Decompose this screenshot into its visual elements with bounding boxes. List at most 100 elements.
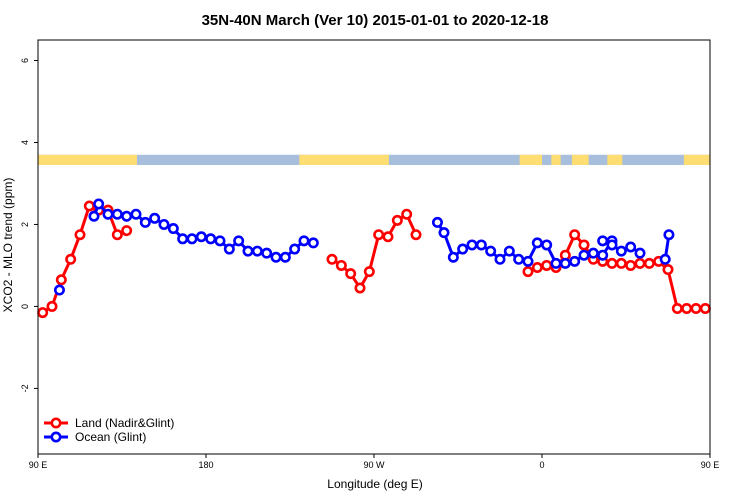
data-point: [681, 302, 693, 314]
data-point: [111, 229, 123, 241]
data-point: [541, 239, 553, 251]
data-point: [102, 208, 114, 220]
data-point: [625, 259, 637, 271]
data-point: [431, 216, 443, 228]
data-point: [345, 268, 357, 280]
data-point: [522, 255, 534, 267]
data-point: [65, 253, 77, 265]
data-point: [53, 284, 65, 296]
legend: Land (Nadir&Glint)Ocean (Glint): [44, 416, 174, 444]
data-point: [307, 237, 319, 249]
y-tick-label: 4: [20, 140, 30, 145]
x-tick-label: 90 W: [363, 460, 385, 470]
y-axis: -2 0 2 4 6: [20, 58, 38, 392]
data-point: [457, 243, 469, 255]
land-band: [683, 154, 710, 166]
data-point: [195, 231, 207, 243]
legend-swatch-marker: [50, 417, 62, 429]
data-point: [475, 239, 487, 251]
data-point: [663, 229, 675, 241]
data-point: [550, 257, 562, 269]
data-point: [205, 233, 217, 245]
y-tick-label: 2: [20, 222, 30, 227]
data-point: [93, 198, 105, 210]
y-tick-label: 6: [20, 58, 30, 63]
data-point: [643, 257, 655, 269]
x-tick-label: 180: [198, 460, 213, 470]
x-axis: 90 E 180 90 W 0 90 E: [29, 454, 720, 470]
data-point: [606, 257, 618, 269]
legend-label: Land (Nadir&Glint): [75, 416, 174, 430]
series-layer: [37, 198, 711, 319]
data-point: [410, 229, 422, 241]
data-point: [167, 223, 179, 235]
data-point: [662, 264, 674, 276]
data-point: [326, 253, 338, 265]
data-point: [391, 214, 403, 226]
data-point: [233, 235, 245, 247]
data-point: [158, 218, 170, 230]
series-line: [331, 212, 418, 290]
data-point: [578, 239, 590, 251]
data-point: [615, 245, 627, 257]
series-line: [41, 204, 128, 314]
data-point: [522, 266, 534, 278]
data-point: [634, 257, 646, 269]
data-point: [466, 239, 478, 251]
data-point: [382, 231, 394, 243]
data-point: [559, 257, 571, 269]
data-point: [74, 229, 86, 241]
y-tick-label: -2: [20, 384, 30, 392]
data-point: [186, 233, 198, 245]
legend-swatch-marker: [50, 431, 62, 443]
data-point: [659, 253, 671, 265]
data-point: [223, 243, 235, 255]
data-point: [251, 245, 263, 257]
series-ocean: [53, 198, 675, 296]
land-ocean-strip: [38, 154, 710, 166]
data-point: [121, 210, 133, 222]
data-point: [46, 300, 58, 312]
data-point: [438, 227, 450, 239]
data-point: [401, 208, 413, 220]
data-point: [139, 216, 151, 228]
land-band: [38, 154, 137, 166]
data-point: [111, 208, 123, 220]
data-point: [242, 245, 254, 257]
x-tick-label: 90 E: [701, 460, 720, 470]
land-band: [607, 154, 623, 166]
data-point: [569, 229, 581, 241]
data-point: [298, 235, 310, 247]
data-point: [671, 302, 683, 314]
land-band: [299, 154, 389, 166]
x-tick-label: 90 E: [29, 460, 48, 470]
data-point: [354, 282, 366, 294]
data-point: [531, 261, 543, 273]
y-tick-label: 0: [20, 304, 30, 309]
legend-label: Ocean (Glint): [75, 430, 146, 444]
data-point: [270, 251, 282, 263]
data-point: [279, 251, 291, 263]
data-point: [363, 266, 375, 278]
data-point: [83, 200, 95, 212]
land-band: [519, 154, 542, 166]
data-point: [373, 229, 385, 241]
data-point: [214, 235, 226, 247]
land-band: [551, 154, 561, 166]
data-point: [485, 245, 497, 257]
data-point: [615, 257, 627, 269]
land-band: [571, 154, 589, 166]
data-point: [447, 251, 459, 263]
x-tick-label: 0: [539, 460, 544, 470]
chart-title: 35N-40N March (Ver 10) 2015-01-01 to 202…: [202, 12, 549, 29]
data-point: [503, 245, 515, 257]
data-point: [531, 237, 543, 249]
series-land: [37, 200, 711, 319]
data-point: [578, 249, 590, 261]
data-point: [494, 253, 506, 265]
data-point: [569, 255, 581, 267]
data-point: [177, 233, 189, 245]
data-point: [121, 225, 133, 237]
data-point: [625, 241, 637, 253]
